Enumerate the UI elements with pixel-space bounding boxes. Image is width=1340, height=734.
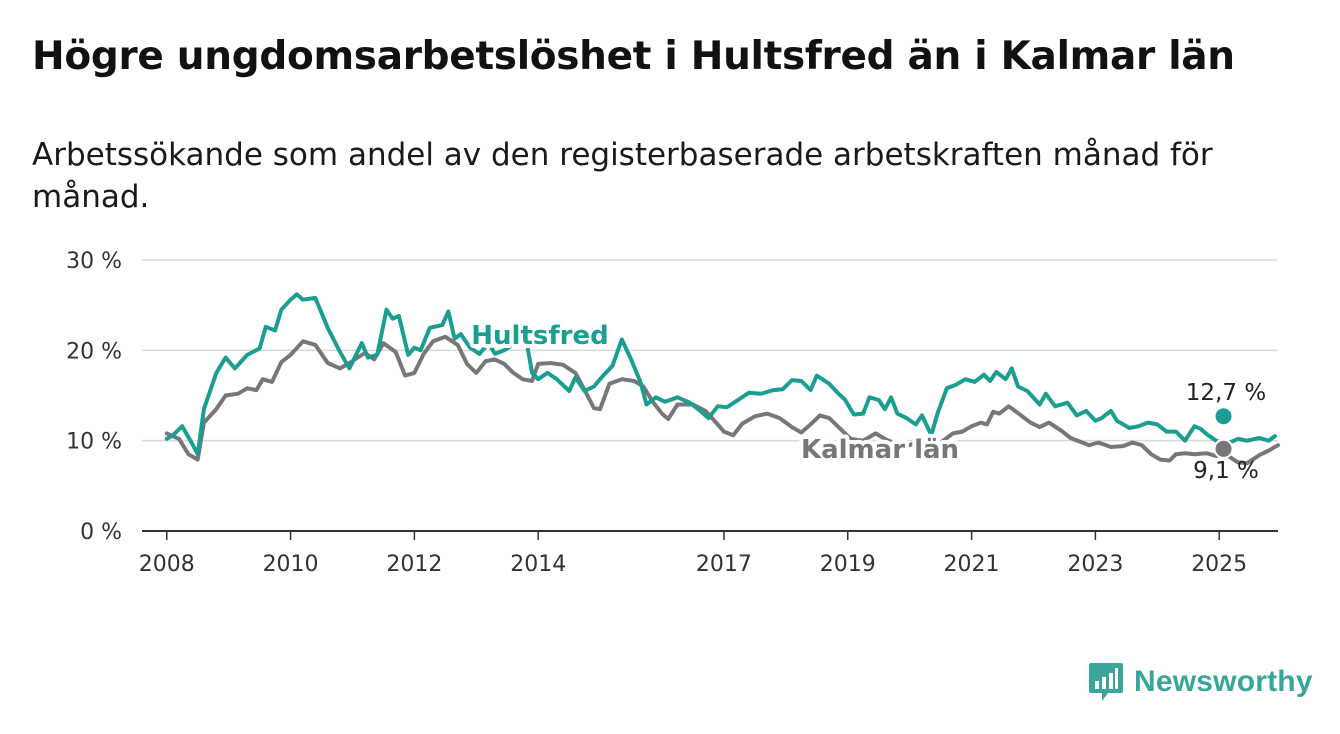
x-tick-label: 2010: [263, 552, 319, 577]
x-tick-label: 2021: [944, 552, 1000, 577]
y-tick-label: 30 %: [66, 249, 122, 274]
x-tick-label: 2012: [386, 552, 442, 577]
hultsfred-series-label-halo: Hultsfred: [471, 321, 608, 351]
x-tick-label: 2025: [1191, 552, 1247, 577]
y-tick-label: 20 %: [66, 339, 122, 364]
x-tick-label: 2017: [696, 552, 752, 577]
brand-name: Newsworthy: [1134, 665, 1313, 698]
brand-logo: Newsworthy: [1088, 660, 1313, 704]
kalmar-series-label: Kalmar län: [801, 435, 959, 465]
kalmar-endpoint: [1213, 438, 1234, 459]
series-line-kalmar: [164, 334, 1280, 466]
x-tick-label: 2014: [510, 552, 566, 577]
kalmar-end-label: 9,1 %: [1193, 458, 1259, 484]
hultsfred-endpoint: [1213, 406, 1234, 427]
chart-title: Högre ungdomsarbetslöshet i Hultsfred än…: [32, 34, 1235, 79]
x-tick-label: 2019: [820, 552, 876, 577]
x-tick-label: 2008: [139, 552, 195, 577]
kalmar-series-label-halo: Kalmar län: [801, 435, 959, 465]
hultsfred-series-label: Hultsfred: [471, 321, 608, 351]
series-line-hultsfred: [164, 292, 1277, 457]
newsworthy-logo-icon: [1089, 663, 1123, 701]
chart-subtitle: Arbetssökande som andel av den registerb…: [32, 137, 1213, 215]
y-tick-label: 10 %: [66, 430, 122, 455]
y-tick-label: 0 %: [80, 520, 122, 545]
hultsfred-end-label: 12,7 %: [1186, 380, 1266, 406]
x-tick-label: 2023: [1067, 552, 1123, 577]
